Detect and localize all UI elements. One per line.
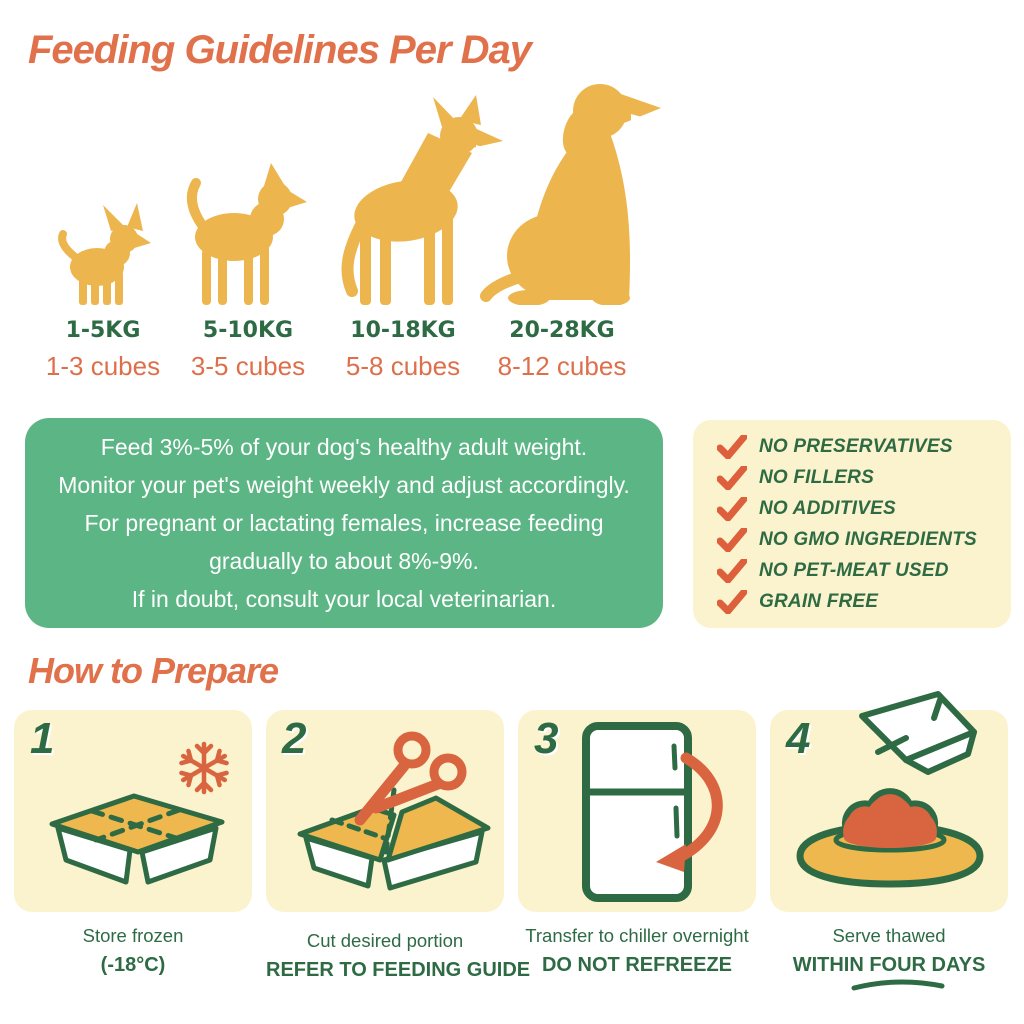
- checkmark-icon: [717, 589, 747, 614]
- size-column-2: 5-10KG 3-5 cubes: [173, 318, 323, 382]
- checkmark-icon: [717, 465, 747, 490]
- benefit-row: NO FILLERS: [717, 462, 1011, 493]
- step-number: 4: [786, 714, 811, 763]
- frozen-tray-icon: [49, 741, 229, 885]
- step-caption-4: Serve thawed WITHIN FOUR DAYS: [770, 925, 1008, 996]
- checkmark-icon: [717, 496, 747, 521]
- benefit-label: NO GMO INGREDIENTS: [759, 528, 977, 550]
- cubes-label: 1-3 cubes: [45, 351, 161, 381]
- size-column-1: 1-5KG 1-3 cubes: [28, 318, 178, 382]
- step-caption-3: Transfer to chiller overnight DO NOT REF…: [518, 925, 756, 977]
- step-number: 3: [534, 714, 559, 763]
- cubes-label: 3-5 cubes: [190, 351, 306, 381]
- caption-line: Transfer to chiller overnight: [525, 925, 749, 946]
- advice-line: If in doubt, consult your local veterina…: [131, 586, 557, 612]
- retriever-silhouette-icon: [480, 84, 661, 305]
- chihuahua-silhouette-icon: [58, 203, 151, 305]
- four-days-underline: [851, 979, 945, 991]
- caption-line: DO NOT REFREEZE: [541, 954, 732, 976]
- step-caption-2: Cut desired portion REFER TO FEEDING GUI…: [266, 930, 531, 982]
- checkmark-icon: [717, 434, 747, 459]
- fridge-transfer-icon: [582, 722, 723, 902]
- benefits-panel: NO PRESERVATIVES NO FILLERS NO ADDITIVES…: [693, 420, 1011, 628]
- step-card-4: 4: [770, 691, 1008, 912]
- benefit-row: NO PRESERVATIVES: [717, 431, 1011, 462]
- page-title: Feeding Guidelines Per Day: [28, 28, 532, 72]
- benefit-label: NO FILLERS: [759, 466, 874, 488]
- benefit-row: GRAIN FREE: [717, 586, 1011, 617]
- step-card-3: 3: [518, 710, 756, 912]
- advice-line: For pregnant or lactating females, incre…: [84, 510, 604, 536]
- caption-line: REFER TO FEEDING GUIDE: [266, 959, 531, 981]
- step-number: 1: [30, 714, 55, 763]
- size-column-4: 20-28KG 8-12 cubes: [487, 318, 637, 382]
- benefit-label: GRAIN FREE: [759, 590, 879, 612]
- caption-line: WITHIN FOUR DAYS: [792, 954, 986, 976]
- benefit-label: NO PET-MEAT USED: [759, 559, 949, 581]
- advice-line: gradually to about 8%-9%.: [209, 548, 479, 574]
- benefit-label: NO ADDITIVES: [759, 497, 896, 519]
- feeding-advice-box: Feed 3%-5% of your dog's healthy adult w…: [25, 418, 663, 628]
- terrier-silhouette-icon: [186, 163, 307, 305]
- caption-line: Cut desired portion: [306, 930, 464, 951]
- caption-line: (-18°C): [100, 954, 166, 976]
- advice-line: Feed 3%-5% of your dog's healthy adult w…: [100, 434, 588, 460]
- benefit-row: NO ADDITIVES: [717, 493, 1011, 524]
- weight-label: 5-10KG: [202, 318, 294, 343]
- size-column-3: 10-18KG 5-8 cubes: [328, 318, 478, 382]
- benefit-row: NO GMO INGREDIENTS: [717, 524, 1011, 555]
- advice-line: Monitor your pet's weight weekly and adj…: [58, 472, 630, 498]
- step-number: 2: [282, 714, 307, 763]
- step-card-2: 2: [266, 710, 504, 912]
- scissors-cutting-tray-icon: [297, 731, 491, 891]
- weight-label: 20-28KG: [509, 318, 615, 343]
- shepherd-silhouette-icon: [341, 95, 503, 305]
- weight-label: 1-5KG: [65, 318, 141, 343]
- cubes-label: 8-12 cubes: [497, 351, 627, 381]
- cubes-label: 5-8 cubes: [345, 351, 461, 381]
- checkmark-icon: [717, 527, 747, 552]
- caption-line: Serve thawed: [832, 925, 946, 946]
- step-caption-1: Store frozen (-18°C): [14, 925, 252, 977]
- step-card-1: 1: [14, 710, 252, 912]
- prepare-heading: How to Prepare: [28, 650, 279, 691]
- benefit-row: NO PET-MEAT USED: [717, 555, 1011, 586]
- caption-line: Store frozen: [82, 925, 184, 946]
- pour-into-bowl-icon: [796, 691, 984, 888]
- weight-label: 10-18KG: [350, 318, 456, 343]
- checkmark-icon: [717, 558, 747, 583]
- benefit-label: NO PRESERVATIVES: [759, 435, 953, 457]
